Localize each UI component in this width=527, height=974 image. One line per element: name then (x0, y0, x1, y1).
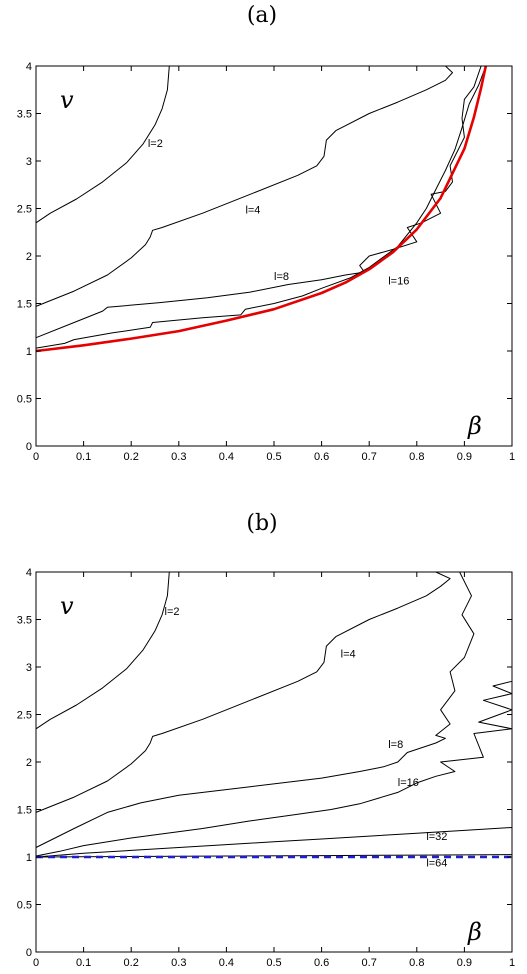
panel-b-xlabel: β (467, 918, 482, 946)
y-tick-label: 0.5 (17, 900, 32, 912)
curve-label: l=64 (426, 858, 447, 870)
panel-b-ylabel: v (60, 592, 74, 620)
x-tick-label: 1 (509, 451, 515, 463)
y-tick-label: 2.5 (17, 204, 32, 216)
y-tick-label: 3 (26, 662, 32, 674)
series-line-1 (35, 65, 453, 307)
y-tick-label: 4 (26, 567, 32, 579)
x-tick-label: 1 (509, 957, 515, 969)
series-line-2 (35, 65, 482, 339)
curve-label: l=4 (341, 649, 356, 661)
x-tick-label: 0.3 (171, 451, 186, 463)
panel-b: (b) 0 0.1 0.2 0.3 0.4 0.5 0.6 0.7 0.8 0.9 1 0 0.5 1 1.… (17, 511, 515, 969)
x-tick-label: 0.4 (219, 957, 234, 969)
panel-a-xlabel: β (467, 412, 482, 440)
series-line-5 (35, 854, 513, 858)
x-tick-label: 0 (33, 957, 39, 969)
panel-a-axes-box (35, 65, 513, 447)
x-tick-label: 0.9 (457, 451, 472, 463)
x-tick-label: 0.1 (76, 957, 91, 969)
curve-label: l=16 (388, 276, 409, 288)
y-tick-label: 2 (26, 251, 32, 263)
curve-label: l=16 (398, 777, 419, 789)
panel-a-curve-labels: l=2 l=4 l=8 l=16 (148, 138, 409, 288)
x-tick-label: 0.5 (266, 957, 281, 969)
curve-label: l=2 (148, 138, 163, 150)
x-tick-label: 0.2 (124, 957, 139, 969)
x-tick-label: 0.8 (409, 957, 424, 969)
series-line-1 (35, 571, 451, 813)
series-line-0 (35, 571, 170, 730)
x-tick-label: 0 (33, 451, 39, 463)
x-tick-label: 0.4 (219, 451, 234, 463)
x-tick-label: 0.1 (76, 451, 91, 463)
y-tick-label: 0 (26, 947, 32, 959)
y-tick-label: 3.5 (17, 109, 32, 121)
x-tick-label: 0.5 (266, 451, 281, 463)
x-tick-label: 0.2 (124, 451, 139, 463)
y-tick-label: 1.5 (17, 805, 32, 817)
y-tick-label: 2.5 (17, 710, 32, 722)
x-tick-label: 0.9 (457, 957, 472, 969)
y-tick-label: 0.5 (17, 394, 32, 406)
curve-label: l=32 (426, 831, 447, 843)
y-tick-label: 3 (26, 156, 32, 168)
y-tick-label: 2 (26, 757, 32, 769)
curve-label: l=2 (165, 606, 180, 618)
y-tick-label: 3.5 (17, 615, 32, 627)
panel-a-series (35, 65, 488, 353)
panel-a-ylabel: v (60, 86, 74, 114)
y-tick-label: 4 (26, 61, 32, 73)
panel-a-label: (a) (247, 3, 277, 28)
x-tick-label: 0.7 (362, 451, 377, 463)
x-tick-label: 0.8 (409, 451, 424, 463)
series-line-4 (35, 65, 488, 353)
x-tick-label: 0.6 (314, 451, 329, 463)
panel-b-curve-labels: l=2 l=4 l=8 l=16 l=32 l=64 (165, 606, 448, 870)
series-line-0 (35, 65, 170, 224)
y-tick-label: 1.5 (17, 299, 32, 311)
panel-b-label: (b) (246, 511, 277, 536)
series-line-3 (35, 680, 513, 857)
curve-label: l=8 (388, 739, 403, 751)
panel-a-ticks: 0 0.1 0.2 0.3 0.4 0.5 0.6 0.7 0.8 0.9 1 0 0.5 1 1.5 2 2.… (17, 61, 515, 463)
curve-label: l=4 (245, 204, 260, 216)
x-tick-label: 0.3 (171, 957, 186, 969)
y-tick-label: 1 (26, 346, 32, 358)
x-tick-label: 0.6 (314, 957, 329, 969)
panel-b-ticks: 0 0.1 0.2 0.3 0.4 0.5 0.6 0.7 0.8 0.9 1 0 0.5 1 1.5 2 2.… (17, 567, 515, 969)
y-tick-label: 1 (26, 852, 32, 864)
curve-label: l=8 (274, 271, 289, 283)
series-line-3 (35, 65, 487, 349)
panel-a: (a) 0 0.1 0.2 0.3 0.4 0.5 0.6 0.7 0.8 0.9 1 0 0.5 1 1.… (17, 3, 515, 463)
series-line-2 (35, 571, 475, 848)
panel-b-series (35, 571, 513, 859)
y-tick-label: 0 (26, 441, 32, 453)
series-line-4 (35, 827, 513, 858)
x-tick-label: 0.7 (362, 957, 377, 969)
